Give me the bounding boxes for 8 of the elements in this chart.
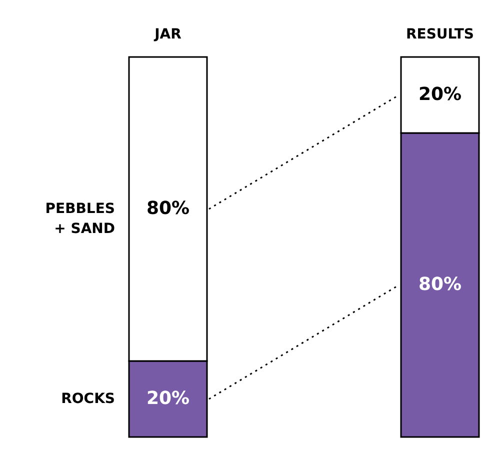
series-label: ROCKS [61, 391, 115, 407]
data-label: 80% [418, 274, 462, 295]
series-label: PEBBLES + SAND [45, 201, 115, 237]
data-label: 80% [146, 198, 190, 219]
data-label: 20% [418, 84, 462, 105]
x-tick-label: RESULTS [406, 26, 474, 42]
x-tick-label: JAR [154, 26, 182, 42]
data-label: 20% [146, 388, 190, 409]
